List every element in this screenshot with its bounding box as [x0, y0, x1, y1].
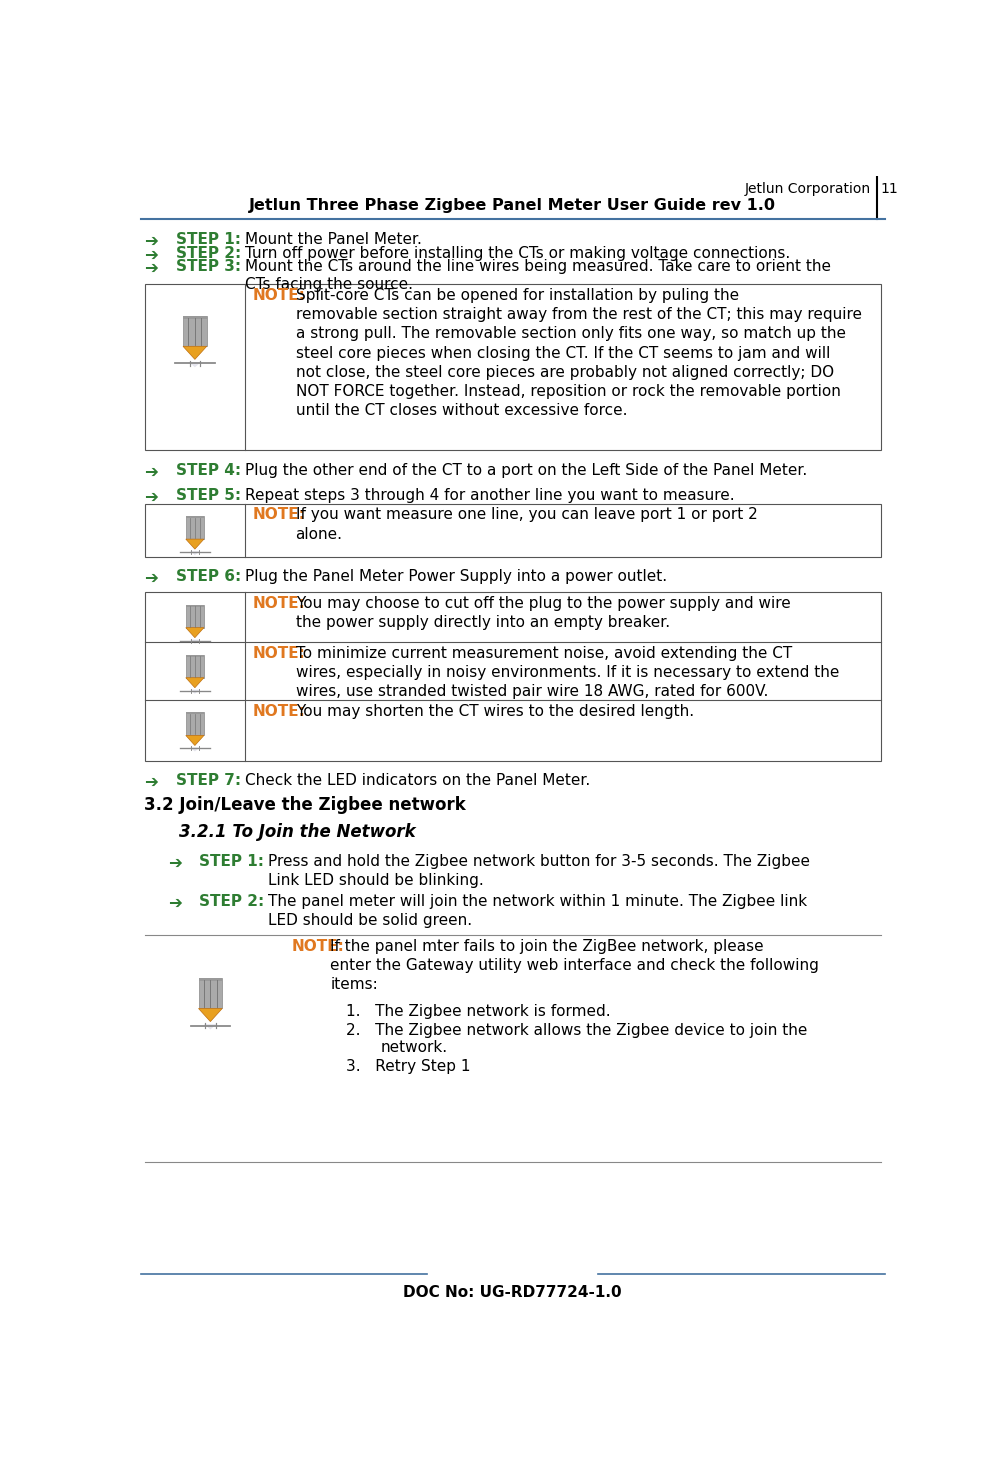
Text: STEP 1:: STEP 1: [199, 853, 263, 868]
Polygon shape [190, 551, 200, 555]
Text: ➔: ➔ [144, 569, 158, 588]
Text: 3.   Retry Step 1: 3. Retry Step 1 [346, 1059, 470, 1074]
Text: 1.   The Zigbee network is formed.: 1. The Zigbee network is formed. [346, 1003, 611, 1019]
Polygon shape [204, 1024, 217, 1030]
Text: NOTE:: NOTE: [253, 288, 306, 303]
Text: Check the LED indicators on the Panel Meter.: Check the LED indicators on the Panel Me… [245, 773, 591, 787]
Text: 2.   The Zigbee network allows the Zigbee device to join the: 2. The Zigbee network allows the Zigbee … [346, 1024, 808, 1039]
Text: STEP 3:: STEP 3: [175, 260, 240, 275]
Bar [198, 978, 222, 981]
Text: You may choose to cut off the plug to the power supply and wire
the power supply: You may choose to cut off the plug to th… [295, 596, 791, 630]
Text: You may shorten the CT wires to the desired length.: You may shorten the CT wires to the desi… [295, 704, 694, 718]
Text: STEP 5:: STEP 5: [175, 488, 240, 502]
Bar [186, 516, 204, 519]
Text: STEP 7:: STEP 7: [175, 773, 240, 787]
Text: STEP 1:: STEP 1: [175, 232, 240, 247]
Text: network.: network. [380, 1040, 448, 1055]
Bar [186, 712, 204, 714]
Text: ➔: ➔ [144, 488, 158, 507]
Text: NOTE:: NOTE: [291, 939, 344, 953]
Text: 3.2.1 To Join the Network: 3.2.1 To Join the Network [179, 823, 416, 842]
Polygon shape [186, 736, 204, 745]
Polygon shape [190, 748, 200, 752]
Text: Split-core CTs can be opened for installation by puling the
removable section st: Split-core CTs can be opened for install… [295, 288, 862, 419]
Polygon shape [186, 627, 204, 638]
Text: Press and hold the Zigbee network button for 3-5 seconds. The Zigbee
Link LED sh: Press and hold the Zigbee network button… [268, 853, 811, 889]
Text: NOTE:: NOTE: [253, 596, 306, 611]
Text: Turn off power before installing the CTs or making voltage connections.: Turn off power before installing the CTs… [245, 245, 791, 260]
Bar [186, 516, 204, 539]
Bar [186, 712, 204, 736]
Bar [186, 605, 204, 607]
Bar [183, 316, 207, 319]
Text: Jetlun Three Phase Zigbee Panel Meter User Guide rev 1.0: Jetlun Three Phase Zigbee Panel Meter Us… [249, 198, 776, 213]
Polygon shape [186, 677, 204, 687]
Text: STEP 4:: STEP 4: [175, 463, 240, 477]
Text: ➔: ➔ [168, 895, 181, 912]
Text: 11: 11 [881, 182, 899, 197]
Text: If the panel mter fails to join the ZigBee network, please
enter the Gateway uti: If the panel mter fails to join the ZigB… [330, 939, 820, 992]
Polygon shape [190, 690, 200, 693]
Polygon shape [186, 539, 204, 549]
Bar [144, 504, 881, 557]
Bar [186, 655, 204, 677]
Text: Mount the CTs around the line wires being measured. Take care to orient the
CTs : Mount the CTs around the line wires bein… [245, 260, 831, 292]
Text: ➔: ➔ [144, 773, 158, 790]
Bar [186, 605, 204, 627]
Text: Plug the Panel Meter Power Supply into a power outlet.: Plug the Panel Meter Power Supply into a… [245, 569, 668, 585]
Bar [186, 655, 204, 657]
Text: ➔: ➔ [144, 463, 158, 480]
Text: ➔: ➔ [144, 260, 158, 278]
Polygon shape [190, 639, 200, 643]
Polygon shape [188, 361, 201, 367]
Text: Repeat steps 3 through 4 for another line you want to measure.: Repeat steps 3 through 4 for another lin… [245, 488, 735, 502]
Text: ➔: ➔ [168, 853, 181, 873]
Text: NOTE:: NOTE: [253, 507, 306, 523]
Text: NOTE:: NOTE: [253, 704, 306, 718]
Bar [198, 978, 222, 1009]
Text: 3.2 Join/Leave the Zigbee network: 3.2 Join/Leave the Zigbee network [144, 796, 466, 814]
Bar [144, 592, 881, 761]
Text: Mount the Panel Meter.: Mount the Panel Meter. [245, 232, 422, 247]
Text: To minimize current measurement noise, avoid extending the CT
wires, especially : To minimize current measurement noise, a… [295, 646, 839, 699]
Text: The panel meter will join the network within 1 minute. The Zigbee link
LED shoul: The panel meter will join the network wi… [268, 895, 808, 928]
Text: NOTE:: NOTE: [253, 646, 306, 661]
Text: Jetlun Corporation: Jetlun Corporation [745, 182, 871, 197]
Text: DOC No: UG-RD77724-1.0: DOC No: UG-RD77724-1.0 [403, 1285, 622, 1300]
Text: Plug the other end of the CT to a port on the Left Side of the Panel Meter.: Plug the other end of the CT to a port o… [245, 463, 808, 477]
Text: STEP 2:: STEP 2: [175, 245, 241, 260]
Polygon shape [183, 347, 207, 360]
Polygon shape [198, 1009, 222, 1021]
Bar [144, 284, 881, 450]
Text: STEP 2:: STEP 2: [199, 895, 264, 909]
Bar [183, 316, 207, 347]
Text: ➔: ➔ [144, 245, 158, 263]
Text: ➔: ➔ [144, 232, 158, 250]
Text: If you want measure one line, you can leave port 1 or port 2
alone.: If you want measure one line, you can le… [295, 507, 758, 542]
Text: STEP 6:: STEP 6: [175, 569, 241, 585]
